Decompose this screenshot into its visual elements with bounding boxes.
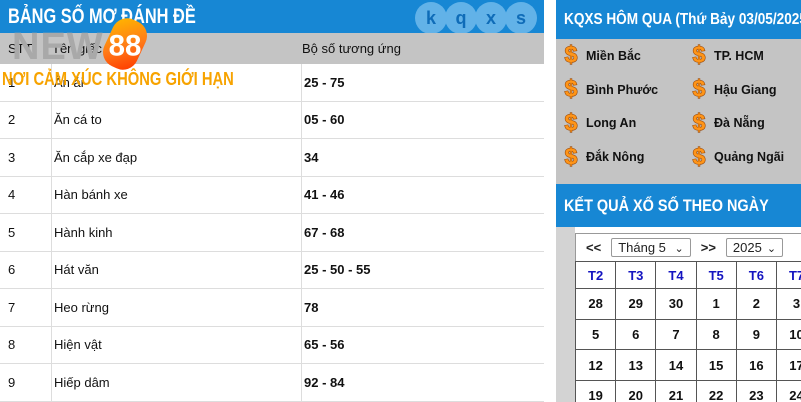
svg-text:$: $ xyxy=(565,145,578,170)
svg-text:$: $ xyxy=(693,111,706,136)
svg-text:$: $ xyxy=(693,145,706,170)
svg-text:$: $ xyxy=(693,43,706,68)
svg-text:$: $ xyxy=(565,43,578,68)
svg-text:$: $ xyxy=(565,77,578,102)
svg-text:88: 88 xyxy=(109,30,142,63)
svg-text:$: $ xyxy=(565,111,578,136)
svg-text:$: $ xyxy=(693,77,706,102)
